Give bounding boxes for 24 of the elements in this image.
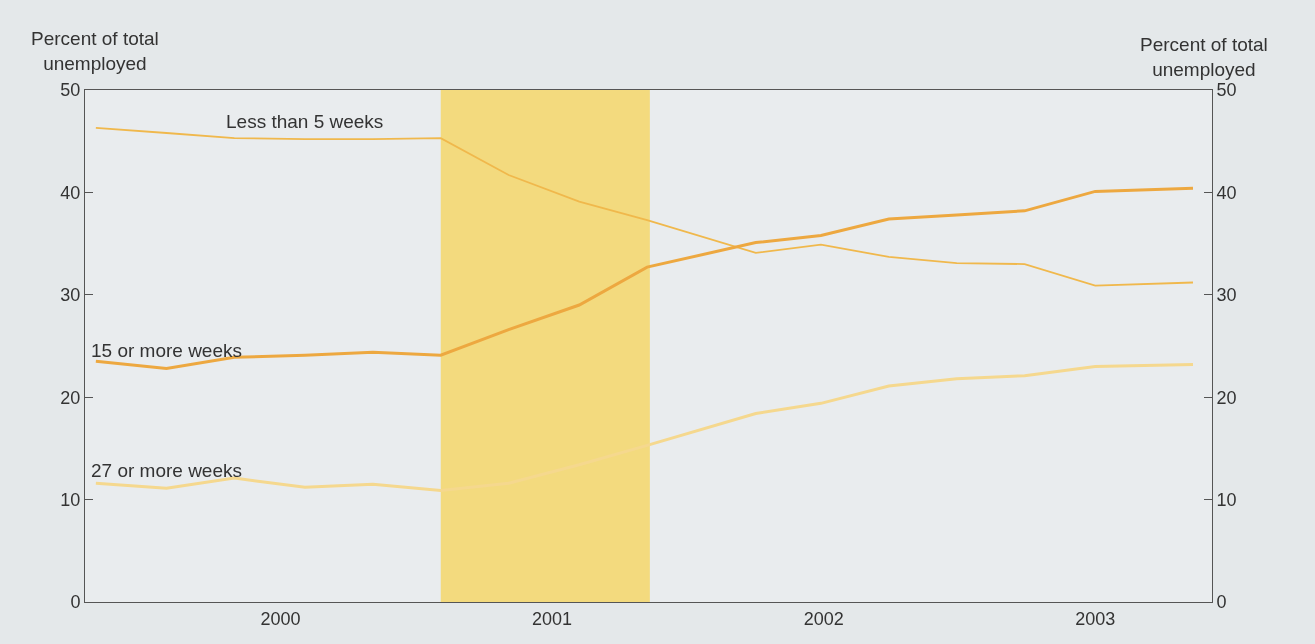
y2-axis-title: Percent of total unemployed: [1140, 34, 1268, 80]
y-tick-label: 30: [60, 285, 81, 306]
x-tick-label: 2000: [260, 608, 301, 629]
series-label: 27 or more weeks: [91, 460, 243, 481]
x-tick-label: 2003: [1075, 608, 1116, 629]
y-axis-title: Percent of total unemployed: [31, 28, 159, 74]
y-tick-label: 40: [60, 182, 81, 203]
series-label: 15 or more weeks: [91, 340, 243, 361]
line-series: [94, 362, 1195, 492]
line-series: [94, 126, 1194, 287]
y-tick-label: 0: [70, 592, 81, 613]
line-series: [94, 186, 1195, 371]
y2-tick-label: 0: [1216, 592, 1227, 613]
y2-tick-label: 10: [1216, 489, 1237, 510]
y-tick-label: 50: [60, 80, 81, 101]
x-tick-label: 2001: [532, 608, 573, 629]
y-tick-label: 10: [60, 489, 81, 510]
y2-tick-label: 30: [1216, 285, 1237, 306]
y2-tick-label: 40: [1216, 182, 1237, 203]
y2-tick-label: 20: [1216, 387, 1237, 408]
y-tick-label: 20: [60, 387, 81, 408]
x-tick-label: 2002: [803, 608, 844, 629]
y2-tick-label: 50: [1216, 80, 1237, 101]
series-label: Less than 5 weeks: [226, 111, 384, 132]
